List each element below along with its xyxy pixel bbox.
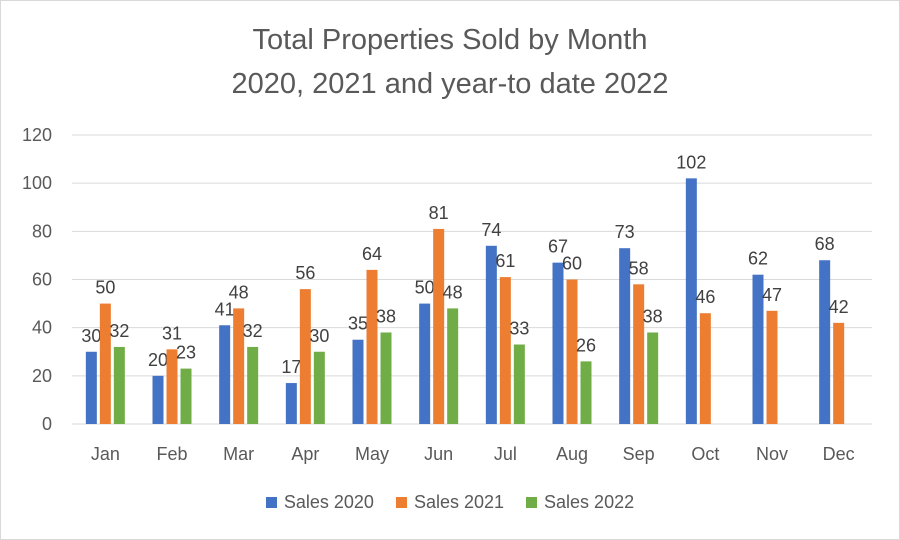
x-tick-label: Jun xyxy=(424,444,453,464)
bar xyxy=(685,178,697,424)
bar xyxy=(699,313,711,424)
data-label: 38 xyxy=(643,306,663,326)
data-label: 48 xyxy=(443,282,463,302)
data-label: 31 xyxy=(162,323,182,343)
data-label: 64 xyxy=(362,244,382,264)
y-tick-label: 20 xyxy=(32,366,52,386)
data-label: 50 xyxy=(95,278,115,298)
bar xyxy=(380,332,392,424)
bar xyxy=(180,368,192,424)
data-label: 23 xyxy=(176,343,196,363)
bar xyxy=(233,308,245,424)
legend-item-sales-2020: Sales 2020 xyxy=(265,492,374,513)
data-label: 42 xyxy=(829,297,849,317)
bar xyxy=(99,303,111,424)
bar xyxy=(219,325,231,424)
legend-item-sales-2022: Sales 2022 xyxy=(526,492,634,513)
bar xyxy=(313,351,325,424)
data-label: 67 xyxy=(548,237,568,257)
x-tick-label: Feb xyxy=(156,444,187,464)
y-tick-label: 120 xyxy=(22,125,52,145)
chart-title: Total Properties Sold by Month xyxy=(252,24,648,56)
bar xyxy=(766,310,778,424)
data-label: 20 xyxy=(148,350,168,370)
bar xyxy=(499,277,511,424)
bar xyxy=(433,228,445,424)
x-tick-label: Oct xyxy=(691,444,719,464)
legend-label-sales-2021: Sales 2021 xyxy=(413,492,505,512)
data-label: 33 xyxy=(509,319,529,339)
x-tick-label: Jul xyxy=(494,444,517,464)
data-label: 58 xyxy=(629,258,649,278)
data-label: 32 xyxy=(109,321,129,341)
x-tick-label: Sep xyxy=(623,444,655,464)
bar xyxy=(85,351,97,424)
data-label: 38 xyxy=(376,306,396,326)
data-label: 60 xyxy=(562,254,582,274)
data-label: 17 xyxy=(281,357,301,377)
bar xyxy=(247,346,259,424)
bar xyxy=(580,361,592,424)
x-tick-label: Jan xyxy=(91,444,120,464)
data-label: 81 xyxy=(429,203,449,223)
data-label: 68 xyxy=(815,234,835,254)
chart-subtitle: 2020, 2021 and year-to date 2022 xyxy=(231,68,669,100)
bar xyxy=(819,260,831,424)
data-label: 74 xyxy=(481,220,501,240)
bar xyxy=(352,339,364,424)
bar xyxy=(113,346,125,424)
y-tick-label: 80 xyxy=(32,221,52,241)
y-tick-label: 40 xyxy=(32,318,52,338)
data-label: 47 xyxy=(762,285,782,305)
bar xyxy=(485,245,497,424)
data-label: 30 xyxy=(81,326,101,346)
bar xyxy=(419,303,431,424)
bar xyxy=(619,248,631,424)
bar xyxy=(752,274,764,424)
legend-label-sales-2022: Sales 2022 xyxy=(544,492,635,512)
bar xyxy=(513,344,525,424)
x-tick-label: Dec xyxy=(823,444,855,464)
x-tick-label: Nov xyxy=(756,444,788,464)
bar xyxy=(566,279,578,424)
data-label: 26 xyxy=(576,335,596,355)
bar xyxy=(299,289,311,424)
legend-item-sales-2021: Sales 2021 xyxy=(395,492,505,513)
data-label: 50 xyxy=(415,278,435,298)
data-label: 73 xyxy=(615,222,635,242)
y-tick-label: 100 xyxy=(22,173,52,193)
legend-swatch-sales-2022 xyxy=(526,497,538,508)
data-label: 41 xyxy=(215,299,235,319)
y-tick-label: 60 xyxy=(32,270,52,290)
x-tick-label: Apr xyxy=(291,444,319,464)
x-tick-label: May xyxy=(355,444,389,464)
bar xyxy=(447,308,459,424)
data-label: 48 xyxy=(229,282,249,302)
bar xyxy=(552,262,564,424)
data-label: 46 xyxy=(695,287,715,307)
data-label: 35 xyxy=(348,314,368,334)
data-label: 61 xyxy=(495,251,515,271)
bar xyxy=(285,383,297,424)
bar xyxy=(647,332,659,424)
data-label: 56 xyxy=(295,263,315,283)
legend-label-sales-2020: Sales 2020 xyxy=(283,492,374,512)
data-label: 62 xyxy=(748,249,768,269)
bar xyxy=(833,322,845,424)
legend: Sales 2020 Sales 2021 Sales 2022 xyxy=(0,492,900,513)
legend-swatch-sales-2021 xyxy=(395,497,407,508)
legend-swatch-sales-2020 xyxy=(265,497,277,508)
bar xyxy=(152,375,164,424)
bar xyxy=(633,284,645,424)
data-label: 30 xyxy=(309,326,329,346)
y-tick-label: 0 xyxy=(42,414,52,434)
data-label: 32 xyxy=(243,321,263,341)
bar xyxy=(366,269,378,424)
x-tick-label: Mar xyxy=(223,444,254,464)
data-label: 102 xyxy=(676,152,706,172)
bar xyxy=(166,349,178,424)
x-tick-label: Aug xyxy=(556,444,588,464)
